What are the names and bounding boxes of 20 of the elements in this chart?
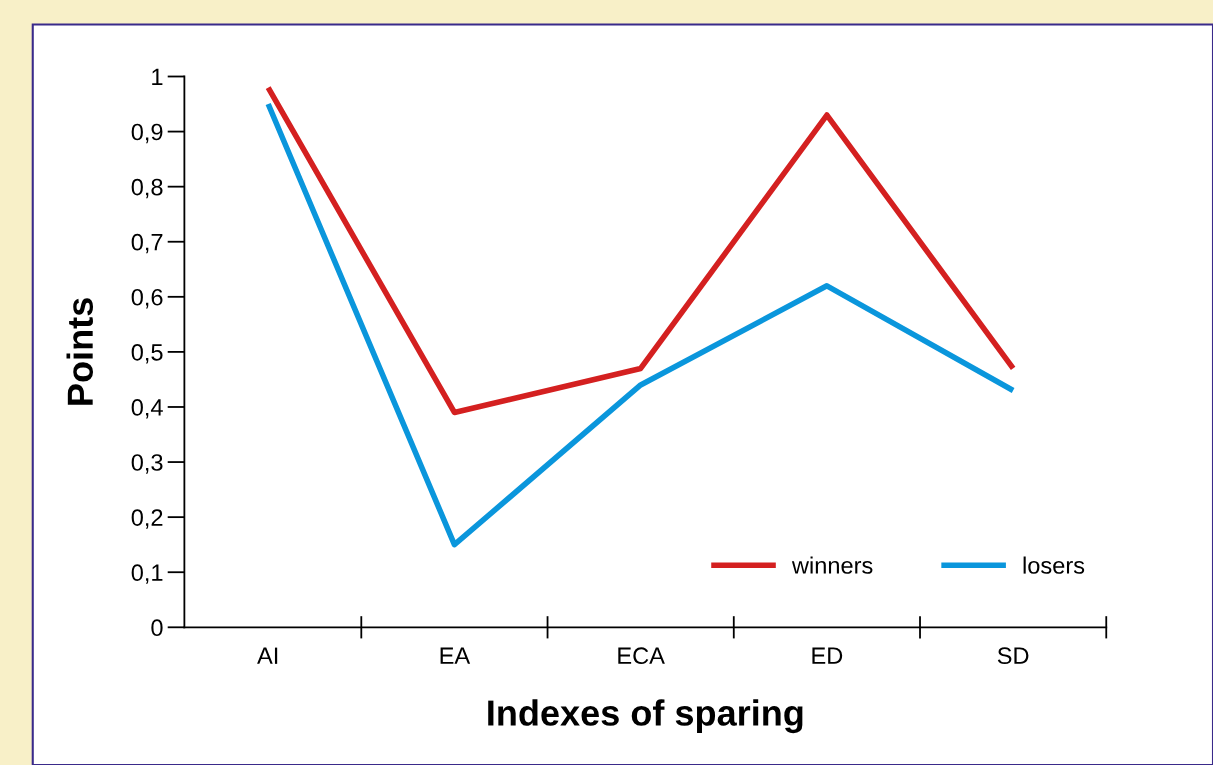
- y-axis-title: Points: [66, 298, 94, 405]
- y-tick-label: 0: [151, 619, 163, 637]
- y-tick-label: 0,9: [131, 123, 163, 144]
- x-tick-label: ED: [812, 647, 843, 664]
- x-tick-label: AI: [257, 647, 278, 664]
- legend-label: winners: [791, 556, 873, 574]
- legend-label: losers: [1023, 556, 1085, 574]
- y-tick-label: 0,7: [131, 233, 163, 254]
- x-tick-label: EA: [440, 647, 471, 664]
- x-tick-label: SD: [997, 647, 1029, 665]
- y-tick-label: 0,8: [131, 178, 163, 199]
- y-tick-label: 0,5: [131, 343, 163, 364]
- y-tick-label: 0,3: [131, 454, 163, 474]
- y-tick-label: 0,4: [131, 399, 163, 419]
- y-tick-label: 1: [152, 68, 163, 86]
- y-tick-label: 0,1: [131, 564, 163, 584]
- y-tick-label: 0,6: [131, 288, 163, 309]
- x-axis-title: Indexes of sparing: [488, 699, 803, 734]
- y-tick-label: 0,2: [131, 509, 163, 529]
- x-tick-label: ECA: [618, 647, 665, 665]
